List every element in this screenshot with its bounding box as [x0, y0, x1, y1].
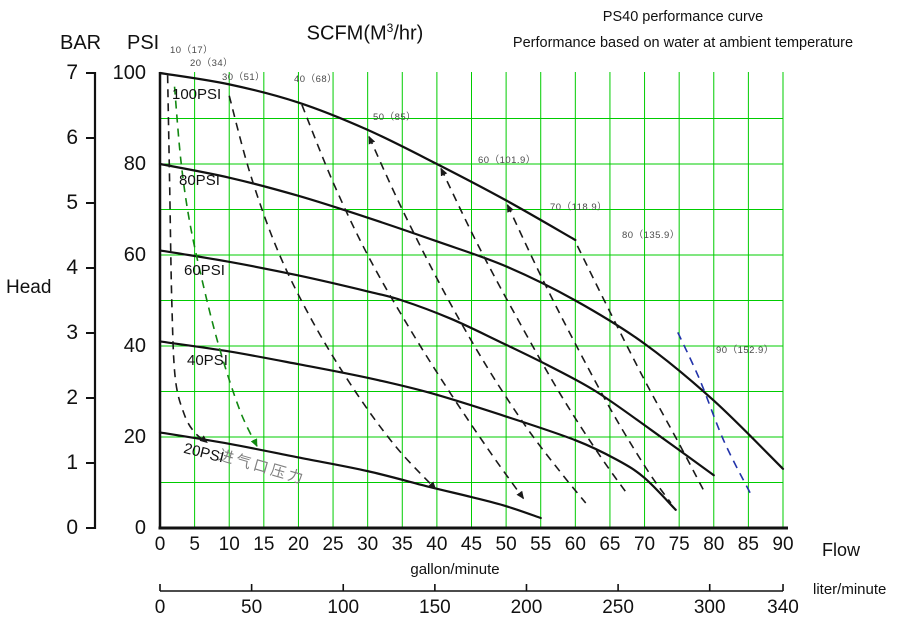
psi-tick-label: 80	[123, 153, 146, 175]
pump-curve-80PSI	[158, 162, 785, 470]
air-curve-label-60101.9: 60（101.9）	[478, 155, 536, 166]
psi-tick-label: 0	[134, 517, 146, 539]
liter-tick-label: 150	[419, 597, 451, 618]
pump-curve-20PSI	[158, 431, 542, 520]
air-curve-label-70118.9: 70（118.9）	[550, 202, 608, 213]
liter-tick-label: 100	[327, 597, 360, 618]
chart-subtitle-line2: Performance based on water at ambient te…	[512, 35, 854, 51]
air-curve-label-90152.9: 90（152.9）	[716, 345, 774, 356]
bar-tick-label: 4	[66, 256, 78, 279]
air-curve-1017	[166, 75, 208, 444]
gallon-tick-label: 35	[391, 534, 413, 555]
gallon-tick-label: 25	[322, 534, 344, 555]
liter-tick-label: 300	[693, 597, 726, 618]
liter-tick-label: 340	[767, 597, 799, 618]
gallon-tick-label: 65	[599, 534, 621, 555]
flow-axis-label: Flow	[822, 540, 861, 560]
gallon-tick-label: 50	[495, 534, 517, 555]
air-curve-5085	[368, 135, 587, 504]
psi-tick-label: 60	[123, 244, 146, 266]
curve-layer	[158, 71, 785, 520]
grid-layer	[160, 72, 784, 528]
liter-tick-label: 0	[154, 597, 166, 618]
chart-subtitle-line1: PS40 performance curve	[602, 9, 764, 25]
gallon-tick-label: 75	[668, 534, 690, 555]
liter-axis-label: liter/minute	[813, 581, 887, 598]
psi-tick-label: 100	[112, 62, 146, 84]
air-curve-90152.9	[677, 332, 753, 497]
gallon-tick-label: 20	[287, 534, 309, 555]
bar-tick-label: 2	[66, 386, 78, 409]
air-curve-label-5085: 50（85）	[373, 112, 417, 123]
liter-tick-label: 200	[510, 597, 543, 618]
pump-curve-label-60PSI: 60PSI	[184, 262, 225, 279]
pump-curve-60PSI	[158, 249, 715, 477]
gallon-tick-label: 80	[703, 534, 725, 555]
bar-tick-label: 7	[66, 61, 78, 84]
air-curve-60101.9	[440, 167, 628, 495]
gallon-tick-label: 90	[772, 534, 794, 555]
gallon-tick-label: 85	[737, 534, 759, 555]
axis-layer	[86, 72, 788, 592]
pump-curve-40PSI	[158, 340, 677, 511]
liter-tick-label: 50	[241, 597, 263, 618]
air-curve-3051	[228, 95, 437, 490]
air-curve-70118.9	[506, 204, 672, 504]
bar-tick-label: 0	[66, 516, 78, 539]
gallon-tick-label: 70	[633, 534, 656, 555]
pump-curve-label-100PSI: 100PSI	[172, 86, 222, 103]
air-curve-label-1017: 10（17）	[170, 45, 214, 56]
air-curve-label-3051: 30（51）	[222, 72, 266, 83]
gallon-tick-label: 60	[564, 534, 586, 555]
gallon-tick-label: 40	[426, 534, 448, 555]
gallon-tick-label: 55	[530, 534, 552, 555]
air-curve-2034	[173, 86, 258, 448]
bar-tick-label: 5	[66, 191, 78, 214]
air-curve-label-4068: 40（68）	[294, 74, 338, 85]
bar-axis-header: BAR	[60, 32, 102, 54]
gallon-tick-label: 10	[218, 534, 240, 555]
air-curve-4068	[301, 104, 525, 500]
bar-tick-label: 6	[66, 126, 78, 149]
pump-curve-100PSI	[158, 71, 577, 242]
gallon-tick-label: 15	[253, 534, 275, 555]
psi-tick-label: 20	[123, 426, 146, 448]
pump-curve-label-40PSI: 40PSI	[187, 352, 228, 369]
bar-tick-label: 3	[66, 321, 78, 344]
bar-tick-label: 1	[66, 451, 78, 474]
pump-curve-label-80PSI: 80PSI	[179, 172, 220, 189]
air-curve-label-80135.9: 80（135.9）	[622, 230, 680, 241]
psi-tick-label: 40	[123, 335, 146, 357]
liter-tick-label: 250	[602, 597, 634, 618]
air-curve-80135.9	[576, 245, 707, 495]
chart-title: SCFM(M3/hr)	[306, 21, 424, 45]
gallon-tick-label: 30	[357, 534, 379, 555]
gallon-tick-label: 5	[189, 534, 200, 555]
air-curve-label-2034: 20（34）	[190, 58, 234, 69]
gallon-tick-label: 45	[460, 534, 483, 555]
gallon-axis-label: gallon/minute	[410, 561, 500, 578]
head-axis-label: Head	[6, 277, 52, 298]
gallon-tick-label: 0	[154, 534, 166, 555]
psi-axis-header: PSI	[127, 32, 160, 54]
